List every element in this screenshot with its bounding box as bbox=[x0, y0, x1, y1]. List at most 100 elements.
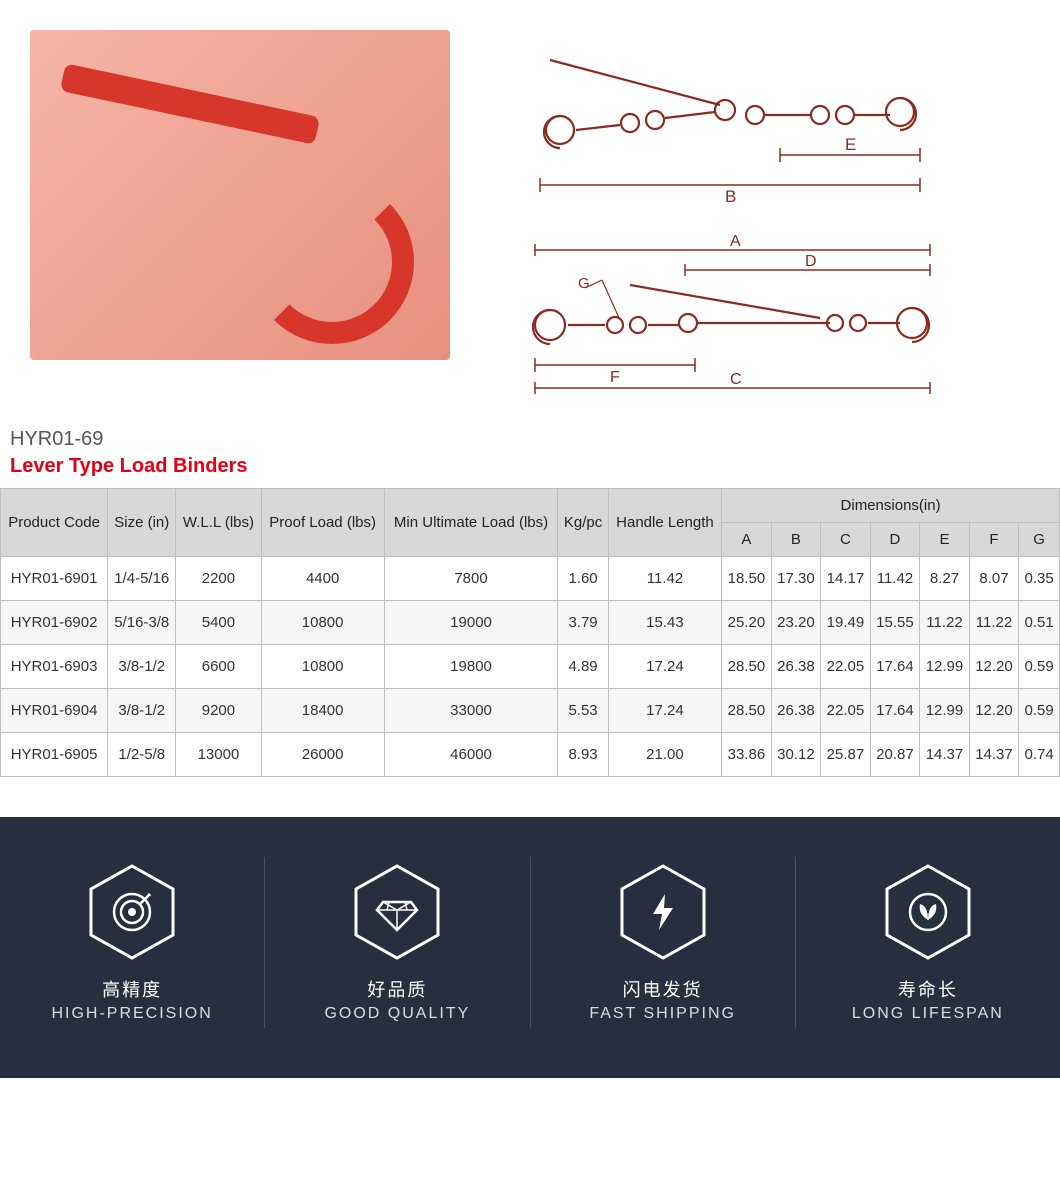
diagram-open: E B bbox=[480, 40, 980, 210]
table-cell: 14.37 bbox=[920, 733, 970, 777]
table-cell: 17.24 bbox=[608, 689, 721, 733]
table-cell: 26.38 bbox=[771, 645, 821, 689]
feature-label-cn: 闪电发货 bbox=[531, 976, 795, 1002]
table-cell: 5400 bbox=[176, 601, 261, 645]
table-cell: 14.37 bbox=[969, 733, 1019, 777]
feature-item: 闪电发货 FAST SHIPPING bbox=[531, 857, 796, 1028]
table-cell: 28.50 bbox=[722, 689, 772, 733]
table-cell: 30.12 bbox=[771, 733, 821, 777]
product-title: Lever Type Load Binders bbox=[10, 455, 1060, 478]
table-cell: 22.05 bbox=[821, 689, 871, 733]
table-cell: 15.55 bbox=[870, 601, 920, 645]
col-B: B bbox=[771, 523, 821, 557]
table-cell: 9200 bbox=[176, 689, 261, 733]
features-bar: 高精度 HIGH-PRECISION好品质 GOOD QUALITY闪电发货 FAST… bbox=[0, 817, 1060, 1078]
feature-label-en: HIGH-PRECISION bbox=[0, 1005, 264, 1023]
feature-hex bbox=[265, 862, 529, 962]
col-F: F bbox=[969, 523, 1019, 557]
table-cell: 3/8-1/2 bbox=[108, 645, 176, 689]
table-row: HYR01-69011/4-5/162200440078001.6011.421… bbox=[1, 557, 1060, 601]
feature-hex bbox=[0, 862, 264, 962]
table-cell: HYR01-6903 bbox=[1, 645, 108, 689]
feature-label-en: FAST SHIPPING bbox=[531, 1005, 795, 1023]
feature-label-en: LONG LIFESPAN bbox=[796, 1005, 1060, 1023]
top-area: E B bbox=[0, 0, 1060, 420]
col-kgpc: Kg/pc bbox=[558, 489, 608, 557]
col-G: G bbox=[1019, 523, 1060, 557]
table-cell: 1.60 bbox=[558, 557, 608, 601]
product-code: HYR01-69 bbox=[10, 428, 1060, 451]
table-cell: 33.86 bbox=[722, 733, 772, 777]
table-cell: 13000 bbox=[176, 733, 261, 777]
feature-label-cn: 高精度 bbox=[0, 976, 264, 1002]
dim-label-A: A bbox=[730, 233, 741, 250]
table-cell: 26000 bbox=[261, 733, 384, 777]
table-row: HYR01-69033/8-1/2660010800198004.8917.24… bbox=[1, 645, 1060, 689]
table-cell: 19800 bbox=[384, 645, 558, 689]
table-cell: 0.59 bbox=[1019, 689, 1060, 733]
table-cell: 1/2-5/8 bbox=[108, 733, 176, 777]
table-cell: 8.93 bbox=[558, 733, 608, 777]
spec-table: Product Code Size (in) W.L.L (lbs) Proof… bbox=[0, 488, 1060, 777]
table-cell: 10800 bbox=[261, 601, 384, 645]
table-row: HYR01-69051/2-5/81300026000460008.9321.0… bbox=[1, 733, 1060, 777]
table-cell: 14.17 bbox=[821, 557, 871, 601]
table-cell: HYR01-6904 bbox=[1, 689, 108, 733]
table-cell: 2200 bbox=[176, 557, 261, 601]
leaf-icon bbox=[883, 862, 973, 962]
table-cell: HYR01-6902 bbox=[1, 601, 108, 645]
table-cell: 33000 bbox=[384, 689, 558, 733]
table-cell: 25.87 bbox=[821, 733, 871, 777]
dim-label-D: D bbox=[805, 253, 817, 270]
table-cell: 11.22 bbox=[920, 601, 970, 645]
table-cell: 15.43 bbox=[608, 601, 721, 645]
table-cell: 12.99 bbox=[920, 689, 970, 733]
dim-label-G: G bbox=[578, 275, 590, 292]
target-icon bbox=[87, 862, 177, 962]
col-proof: Proof Load (lbs) bbox=[261, 489, 384, 557]
table-cell: 18400 bbox=[261, 689, 384, 733]
table-cell: 1/4-5/16 bbox=[108, 557, 176, 601]
dim-label-F: F bbox=[610, 369, 620, 386]
table-row: HYR01-69043/8-1/2920018400330005.5317.24… bbox=[1, 689, 1060, 733]
col-product-code: Product Code bbox=[1, 489, 108, 557]
feature-label-en: GOOD QUALITY bbox=[265, 1005, 529, 1023]
table-cell: 11.42 bbox=[608, 557, 721, 601]
table-cell: 5.53 bbox=[558, 689, 608, 733]
col-A: A bbox=[722, 523, 772, 557]
table-cell: 4.89 bbox=[558, 645, 608, 689]
feature-hex bbox=[531, 862, 795, 962]
table-cell: 26.38 bbox=[771, 689, 821, 733]
table-cell: 0.35 bbox=[1019, 557, 1060, 601]
product-photo-column bbox=[0, 10, 480, 420]
spec-table-body: HYR01-69011/4-5/162200440078001.6011.421… bbox=[1, 557, 1060, 777]
bolt-icon bbox=[618, 862, 708, 962]
feature-label-cn: 寿命长 bbox=[796, 976, 1060, 1002]
table-cell: 6600 bbox=[176, 645, 261, 689]
table-cell: 7800 bbox=[384, 557, 558, 601]
table-cell: 17.64 bbox=[870, 645, 920, 689]
table-cell: 12.20 bbox=[969, 689, 1019, 733]
table-cell: 8.27 bbox=[920, 557, 970, 601]
table-cell: HYR01-6905 bbox=[1, 733, 108, 777]
col-minult: Min Ultimate Load (lbs) bbox=[384, 489, 558, 557]
table-cell: 17.24 bbox=[608, 645, 721, 689]
col-group-dimensions: Dimensions(in) bbox=[722, 489, 1060, 523]
table-cell: 22.05 bbox=[821, 645, 871, 689]
table-cell: 19000 bbox=[384, 601, 558, 645]
feature-item: 寿命长 LONG LIFESPAN bbox=[796, 857, 1060, 1028]
table-cell: 18.50 bbox=[722, 557, 772, 601]
table-cell: HYR01-6901 bbox=[1, 557, 108, 601]
diagram-closed: A D G F C bbox=[480, 230, 980, 400]
col-wll: W.L.L (lbs) bbox=[176, 489, 261, 557]
table-cell: 0.74 bbox=[1019, 733, 1060, 777]
table-cell: 12.99 bbox=[920, 645, 970, 689]
feature-label-cn: 好品质 bbox=[265, 976, 529, 1002]
table-cell: 4400 bbox=[261, 557, 384, 601]
col-D: D bbox=[870, 523, 920, 557]
diamond-icon bbox=[352, 862, 442, 962]
table-cell: 21.00 bbox=[608, 733, 721, 777]
table-cell: 11.42 bbox=[870, 557, 920, 601]
table-cell: 0.59 bbox=[1019, 645, 1060, 689]
col-handle: Handle Length bbox=[608, 489, 721, 557]
